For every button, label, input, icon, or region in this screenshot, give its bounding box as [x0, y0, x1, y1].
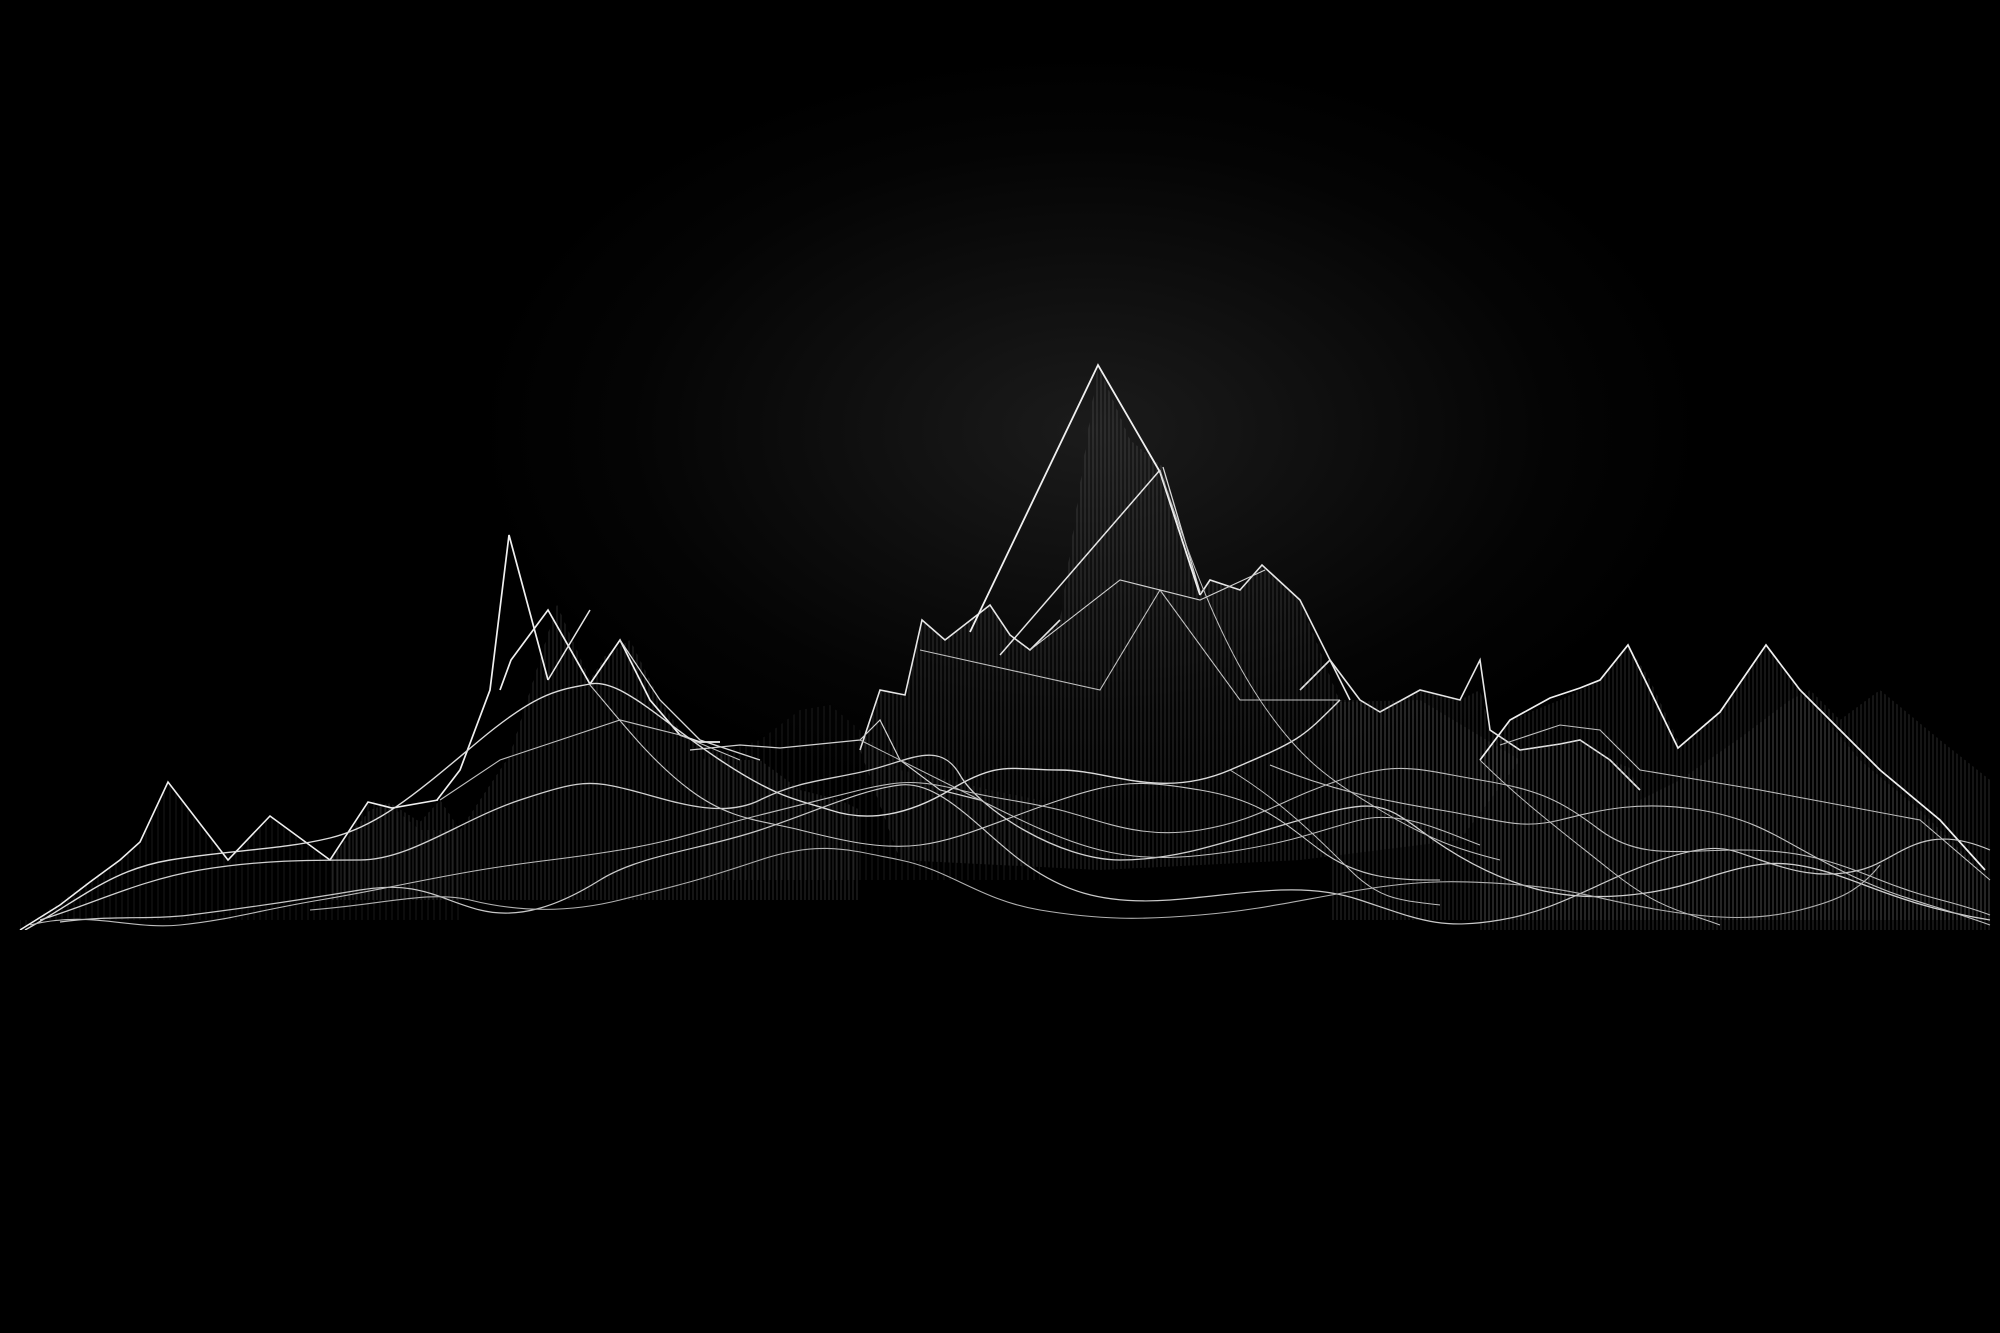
far-left-peaks	[19, 780, 460, 931]
central-peak	[859, 363, 1520, 870]
ground-shadow	[0, 930, 2000, 1333]
right-peak	[1479, 643, 1991, 930]
base-contour-lines	[24, 469, 1991, 931]
